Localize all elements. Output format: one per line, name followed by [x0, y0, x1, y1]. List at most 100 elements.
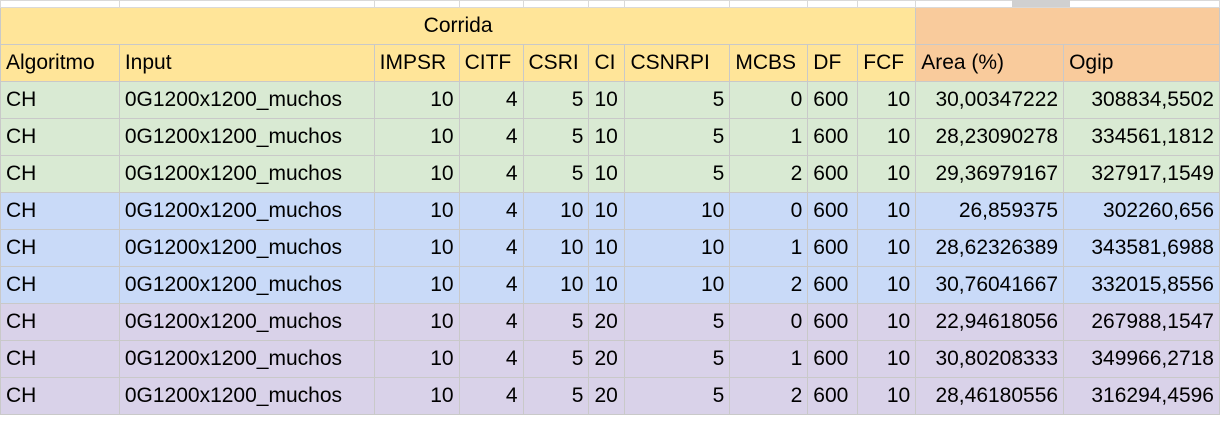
cell-df[interactable]: 600: [807, 377, 859, 415]
cell-ci[interactable]: 10: [588, 229, 626, 267]
cell-mcbs[interactable]: 2: [729, 266, 809, 304]
group-header-corrida[interactable]: Corrida: [0, 7, 917, 45]
column-header-ogip[interactable]: Ogip: [1063, 44, 1220, 82]
cell-csri[interactable]: 5: [522, 340, 590, 378]
cell-ci[interactable]: 20: [588, 340, 626, 378]
cell-df[interactable]: 600: [807, 192, 859, 230]
cell-df[interactable]: 600: [807, 303, 859, 341]
cell-impsr[interactable]: 10: [373, 266, 460, 304]
cell-citf[interactable]: 4: [458, 266, 524, 304]
cell-citf[interactable]: 4: [458, 303, 524, 341]
cell-algoritmo[interactable]: CH: [0, 303, 120, 341]
cell-input[interactable]: 0G1200x1200_muchos: [118, 303, 375, 341]
cell-ogip[interactable]: 308834,5502: [1063, 81, 1220, 119]
cell-csnrpi[interactable]: 5: [624, 155, 731, 193]
column-header-citf[interactable]: CITF: [458, 44, 524, 82]
cell-csnrpi[interactable]: 5: [624, 340, 731, 378]
cell-area[interactable]: 30,00347222: [915, 81, 1065, 119]
cell-csnrpi[interactable]: 5: [624, 377, 731, 415]
cell-impsr[interactable]: 10: [373, 303, 460, 341]
cell-citf[interactable]: 4: [458, 229, 524, 267]
cell-mcbs[interactable]: 1: [729, 340, 809, 378]
cell-algoritmo[interactable]: CH: [0, 377, 120, 415]
cell-ci[interactable]: 20: [588, 377, 626, 415]
cell-csnrpi[interactable]: 5: [624, 303, 731, 341]
cell-mcbs[interactable]: 0: [729, 81, 809, 119]
cell-impsr[interactable]: 10: [373, 192, 460, 230]
cell-area[interactable]: 28,23090278: [915, 118, 1065, 156]
cell-input[interactable]: 0G1200x1200_muchos: [118, 340, 375, 378]
cell-impsr[interactable]: 10: [373, 377, 460, 415]
cell-input[interactable]: 0G1200x1200_muchos: [118, 118, 375, 156]
cell-input[interactable]: 0G1200x1200_muchos: [118, 229, 375, 267]
cell-area[interactable]: 26,859375: [915, 192, 1065, 230]
cell-input[interactable]: 0G1200x1200_muchos: [118, 155, 375, 193]
cell-ci[interactable]: 10: [588, 118, 626, 156]
cell-csri[interactable]: 10: [522, 266, 590, 304]
cell-ci[interactable]: 10: [588, 266, 626, 304]
cell-ci[interactable]: 20: [588, 303, 626, 341]
cell-ogip[interactable]: 327917,1549: [1063, 155, 1220, 193]
cell-fcf[interactable]: 10: [857, 155, 917, 193]
cell-area[interactable]: 28,62326389: [915, 229, 1065, 267]
column-header-impsr[interactable]: IMPSR: [373, 44, 460, 82]
cell-mcbs[interactable]: 1: [729, 229, 809, 267]
cell-area[interactable]: 28,46180556: [915, 377, 1065, 415]
cell-csri[interactable]: 5: [522, 377, 590, 415]
cell-algoritmo[interactable]: CH: [0, 229, 120, 267]
cell-csri[interactable]: 5: [522, 155, 590, 193]
cell-area[interactable]: 22,94618056: [915, 303, 1065, 341]
cell-fcf[interactable]: 10: [857, 229, 917, 267]
column-header-csnrpi[interactable]: CSNRPI: [624, 44, 731, 82]
cell-impsr[interactable]: 10: [373, 118, 460, 156]
cell-citf[interactable]: 4: [458, 192, 524, 230]
cell-df[interactable]: 600: [807, 266, 859, 304]
cell-algoritmo[interactable]: CH: [0, 81, 120, 119]
cell-input[interactable]: 0G1200x1200_muchos: [118, 377, 375, 415]
cell-area[interactable]: 29,36979167: [915, 155, 1065, 193]
cell-ogip[interactable]: 267988,1547: [1063, 303, 1220, 341]
column-header-input[interactable]: Input: [118, 44, 375, 82]
cell-algoritmo[interactable]: CH: [0, 340, 120, 378]
column-header-df[interactable]: DF: [807, 44, 859, 82]
cell-ogip[interactable]: 302260,656: [1063, 192, 1220, 230]
cell-citf[interactable]: 4: [458, 155, 524, 193]
cell-df[interactable]: 600: [807, 155, 859, 193]
column-header-mcbs[interactable]: MCBS: [729, 44, 809, 82]
cell-fcf[interactable]: 10: [857, 118, 917, 156]
cell-fcf[interactable]: 10: [857, 377, 917, 415]
cell-ogip[interactable]: 316294,4596: [1063, 377, 1220, 415]
cell-csri[interactable]: 10: [522, 192, 590, 230]
column-header-csri[interactable]: CSRI: [522, 44, 590, 82]
cell-fcf[interactable]: 10: [857, 192, 917, 230]
cell-fcf[interactable]: 10: [857, 266, 917, 304]
cell-mcbs[interactable]: 2: [729, 377, 809, 415]
cell-df[interactable]: 600: [807, 81, 859, 119]
cell-fcf[interactable]: 10: [857, 303, 917, 341]
cell-input[interactable]: 0G1200x1200_muchos: [118, 266, 375, 304]
cell-csnrpi[interactable]: 10: [624, 266, 731, 304]
cell-csnrpi[interactable]: 5: [624, 81, 731, 119]
cell-csnrpi[interactable]: 5: [624, 118, 731, 156]
column-header-fcf[interactable]: FCF: [857, 44, 917, 82]
cell-area[interactable]: 30,76041667: [915, 266, 1065, 304]
cell-ogip[interactable]: 349966,2718: [1063, 340, 1220, 378]
cell-area[interactable]: 30,80208333: [915, 340, 1065, 378]
cell-csri[interactable]: 5: [522, 118, 590, 156]
cell-impsr[interactable]: 10: [373, 340, 460, 378]
cell-impsr[interactable]: 10: [373, 155, 460, 193]
cell-citf[interactable]: 4: [458, 377, 524, 415]
cell-impsr[interactable]: 10: [373, 229, 460, 267]
cell-algoritmo[interactable]: CH: [0, 118, 120, 156]
cell-algoritmo[interactable]: CH: [0, 155, 120, 193]
cell-citf[interactable]: 4: [458, 118, 524, 156]
cell-citf[interactable]: 4: [458, 340, 524, 378]
cell-df[interactable]: 600: [807, 229, 859, 267]
cell-ogip[interactable]: 334561,1812: [1063, 118, 1220, 156]
cell-ci[interactable]: 10: [588, 81, 626, 119]
cell-citf[interactable]: 4: [458, 81, 524, 119]
cell-mcbs[interactable]: 1: [729, 118, 809, 156]
cell-input[interactable]: 0G1200x1200_muchos: [118, 81, 375, 119]
column-header-area[interactable]: Area (%): [915, 44, 1065, 82]
cell-csnrpi[interactable]: 10: [624, 192, 731, 230]
